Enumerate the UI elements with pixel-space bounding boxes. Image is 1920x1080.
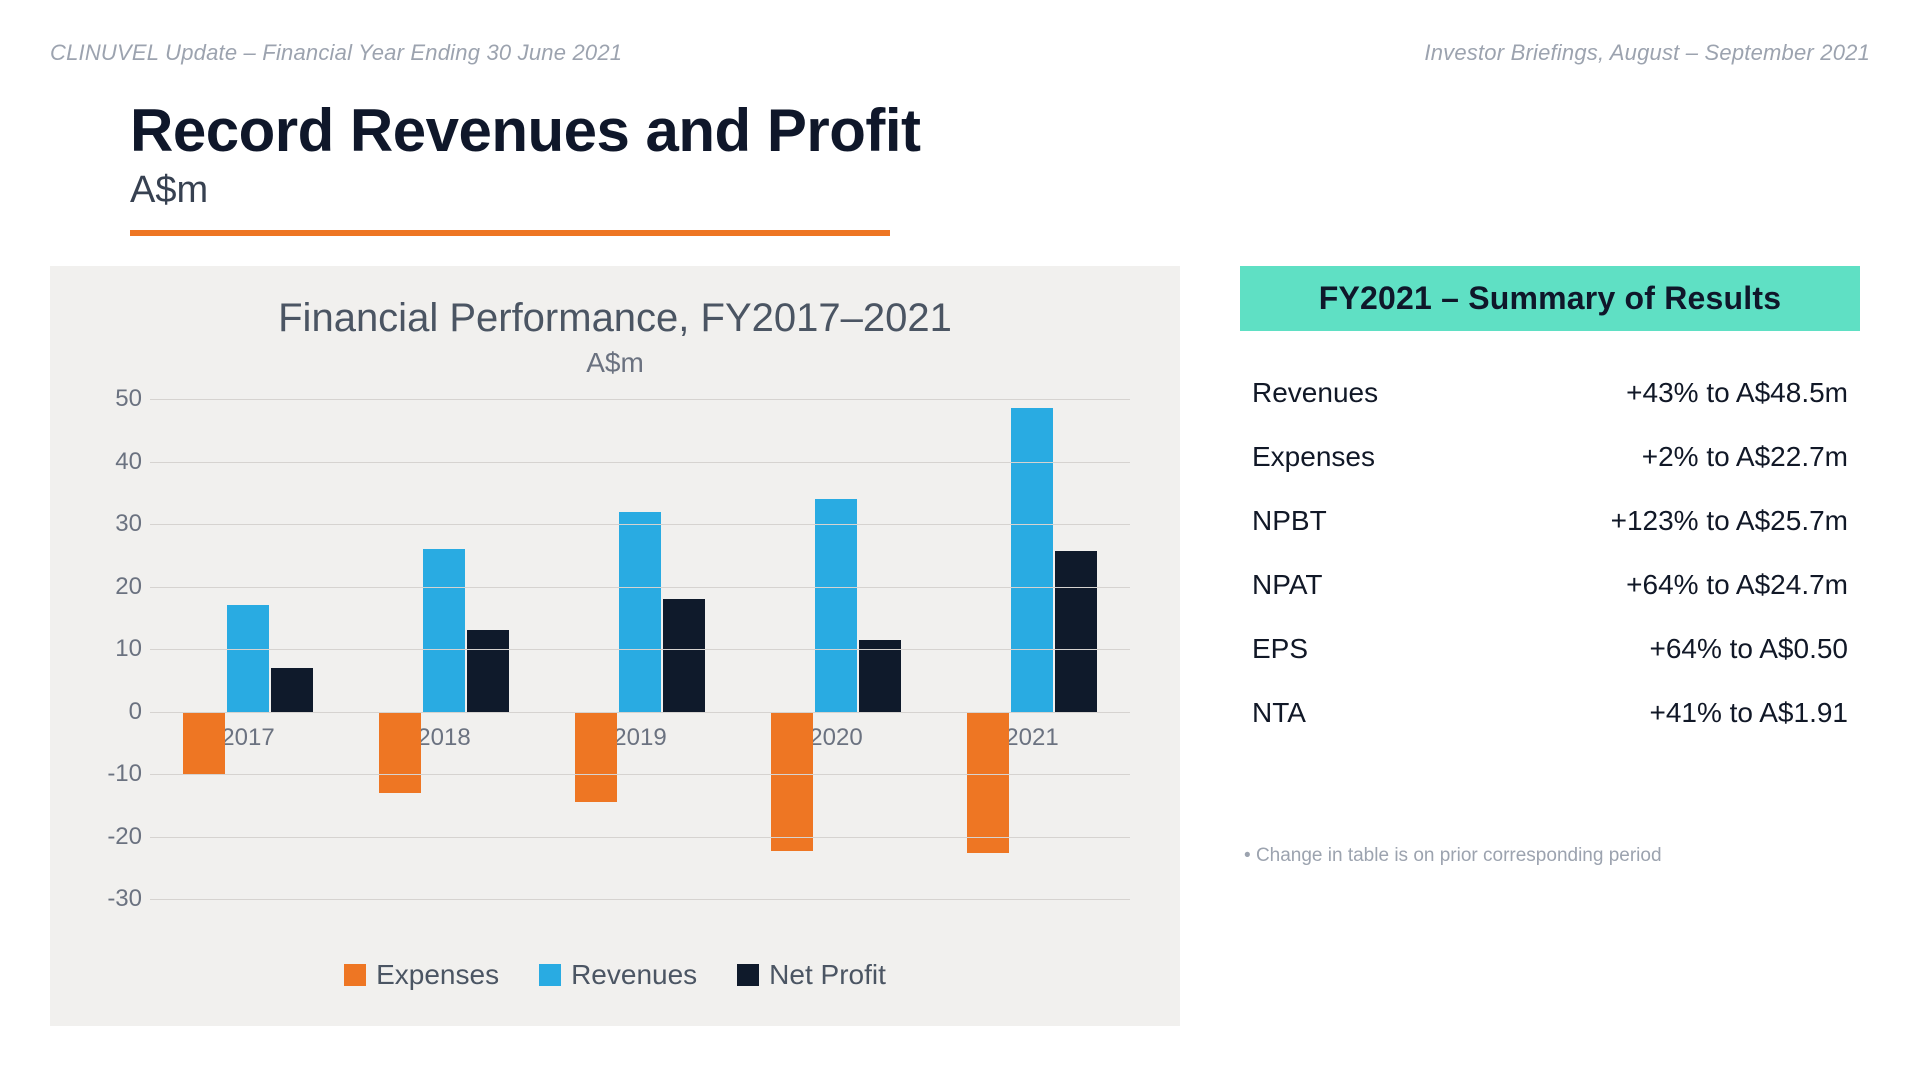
legend-item: Revenues: [539, 959, 697, 991]
summary-header: FY2021 – Summary of Results: [1240, 266, 1860, 331]
summary-row: EPS +64% to A$0.50: [1248, 617, 1852, 681]
chart-subtitle: A$m: [90, 347, 1140, 379]
chart-gridline: [150, 462, 1130, 463]
summary-row: Expenses +2% to A$22.7m: [1248, 425, 1852, 489]
chart-bar: [967, 712, 1009, 854]
chart-y-tick: 50: [92, 385, 142, 413]
chart-x-label: 2019: [542, 724, 738, 752]
summary-row-value: +64% to A$24.7m: [1626, 569, 1848, 601]
chart-bar: [227, 605, 269, 711]
summary-row-value: +41% to A$1.91: [1649, 697, 1848, 729]
chart-gridline: [150, 837, 1130, 838]
page-title: Record Revenues and Profit: [130, 96, 1870, 165]
legend-item: Expenses: [344, 959, 499, 991]
chart-y-tick: -10: [92, 760, 142, 788]
chart-y-tick: 20: [92, 573, 142, 601]
legend-label: Expenses: [376, 959, 499, 991]
chart-y-tick: -30: [92, 885, 142, 913]
chart-gridline: [150, 399, 1130, 400]
chart-bar: [575, 712, 617, 803]
legend-swatch: [344, 964, 366, 986]
chart-bar: [271, 668, 313, 712]
summary-row-label: EPS: [1252, 633, 1308, 665]
chart-gridline: [150, 899, 1130, 900]
chart-x-label: 2020: [738, 724, 934, 752]
summary-row-label: Expenses: [1252, 441, 1375, 473]
chart-bar: [663, 599, 705, 712]
chart-bar: [619, 512, 661, 712]
chart-y-tick: 30: [92, 510, 142, 538]
page-subtitle: A$m: [130, 169, 1870, 212]
page-header: CLINUVEL Update – Financial Year Ending …: [50, 40, 1870, 66]
chart-plot-area: 20172018201920202021 -30-20-100102030405…: [150, 399, 1130, 899]
chart-x-label: 2021: [934, 724, 1130, 752]
summary-row: NTA +41% to A$1.91: [1248, 681, 1852, 745]
headline-block: Record Revenues and Profit A$m: [50, 96, 1870, 236]
summary-panel: FY2021 – Summary of Results Revenues +43%…: [1240, 266, 1860, 1026]
summary-row-label: Revenues: [1252, 377, 1378, 409]
chart-y-tick: 40: [92, 448, 142, 476]
chart-x-label: 2018: [346, 724, 542, 752]
chart-bar: [771, 712, 813, 851]
chart-bar: [467, 630, 509, 711]
chart-legend: Expenses Revenues Net Profit: [90, 959, 1140, 991]
summary-footnote: Change in table is on prior correspondin…: [1240, 845, 1860, 867]
chart-y-tick: 10: [92, 635, 142, 663]
chart-gridline: [150, 587, 1130, 588]
chart-y-tick: 0: [92, 698, 142, 726]
summary-row-label: NPBT: [1252, 505, 1327, 537]
chart-bar: [183, 712, 225, 775]
chart-title: Financial Performance, FY2017–2021: [90, 296, 1140, 341]
header-right: Investor Briefings, August – September 2…: [1424, 40, 1870, 66]
summary-row: NPBT +123% to A$25.7m: [1248, 489, 1852, 553]
summary-row: NPAT +64% to A$24.7m: [1248, 553, 1852, 617]
chart-y-tick: -20: [92, 823, 142, 851]
legend-item: Net Profit: [737, 959, 886, 991]
summary-row-value: +64% to A$0.50: [1649, 633, 1848, 665]
chart-bar: [815, 499, 857, 712]
summary-row-label: NPAT: [1252, 569, 1323, 601]
chart-panel: Financial Performance, FY2017–2021 A$m 2…: [50, 266, 1180, 1026]
chart-gridline: [150, 524, 1130, 525]
chart-bar: [1055, 551, 1097, 712]
summary-row-value: +2% to A$22.7m: [1642, 441, 1848, 473]
legend-swatch: [539, 964, 561, 986]
summary-row-value: +43% to A$48.5m: [1626, 377, 1848, 409]
header-left: CLINUVEL Update – Financial Year Ending …: [50, 40, 622, 66]
summary-row-value: +123% to A$25.7m: [1611, 505, 1848, 537]
summary-row-label: NTA: [1252, 697, 1306, 729]
title-underline: [130, 230, 890, 236]
legend-label: Net Profit: [769, 959, 886, 991]
chart-x-label: 2017: [150, 724, 346, 752]
chart-gridline: [150, 649, 1130, 650]
chart-gridline: [150, 774, 1130, 775]
chart-bar: [1011, 408, 1053, 711]
legend-swatch: [737, 964, 759, 986]
legend-label: Revenues: [571, 959, 697, 991]
chart-bar: [423, 549, 465, 712]
chart-bar: [859, 640, 901, 712]
chart-bar: [379, 712, 421, 793]
chart-gridline: [150, 712, 1130, 713]
summary-row: Revenues +43% to A$48.5m: [1248, 361, 1852, 425]
